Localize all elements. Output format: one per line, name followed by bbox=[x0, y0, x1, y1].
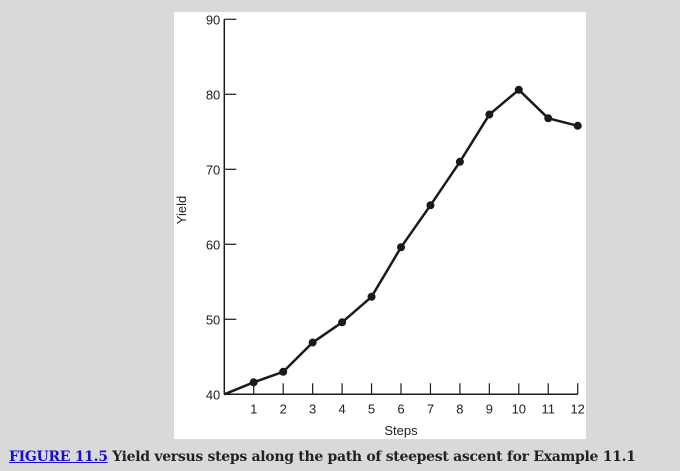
data-point bbox=[426, 201, 435, 210]
data-point bbox=[514, 85, 523, 94]
x-tick-label: 7 bbox=[427, 401, 434, 416]
figure-caption: FIGURE 11.5 Yield versus steps along the… bbox=[9, 449, 636, 465]
x-tick-label: 5 bbox=[368, 401, 375, 416]
y-tick-label: 80 bbox=[206, 87, 220, 102]
series-line bbox=[223, 88, 579, 396]
figure-link[interactable]: FIGURE 11.5 bbox=[9, 449, 108, 465]
data-point bbox=[249, 378, 258, 387]
data-point bbox=[279, 367, 288, 376]
y-axis-label: Yield bbox=[174, 196, 189, 224]
data-point bbox=[455, 157, 464, 166]
data-point bbox=[338, 318, 347, 327]
y-tick-label: 60 bbox=[206, 237, 220, 252]
x-axis-label: Steps bbox=[384, 423, 418, 438]
x-tick-label: 12 bbox=[570, 401, 584, 416]
x-tick-label: 9 bbox=[486, 401, 493, 416]
x-tick-label: 8 bbox=[456, 401, 463, 416]
data-point bbox=[544, 114, 553, 123]
x-tick-label: 1 bbox=[250, 401, 257, 416]
data-point bbox=[485, 110, 494, 119]
data-point bbox=[573, 121, 582, 130]
figure-panel bbox=[174, 12, 586, 439]
y-tick-label: 50 bbox=[206, 312, 220, 327]
data-point bbox=[367, 292, 376, 301]
data-point bbox=[308, 338, 317, 347]
x-tick-label: 10 bbox=[512, 401, 526, 416]
y-tick-label: 40 bbox=[206, 387, 220, 402]
y-tick-label: 70 bbox=[206, 162, 220, 177]
x-tick-label: 6 bbox=[397, 401, 404, 416]
x-tick-label: 4 bbox=[338, 401, 345, 416]
x-tick-label: 3 bbox=[309, 401, 316, 416]
y-tick-label: 90 bbox=[206, 12, 220, 27]
caption-text: Yield versus steps along the path of ste… bbox=[107, 449, 636, 465]
x-tick-label: 11 bbox=[542, 401, 556, 416]
x-tick-label: 2 bbox=[280, 401, 287, 416]
data-point bbox=[397, 243, 405, 252]
